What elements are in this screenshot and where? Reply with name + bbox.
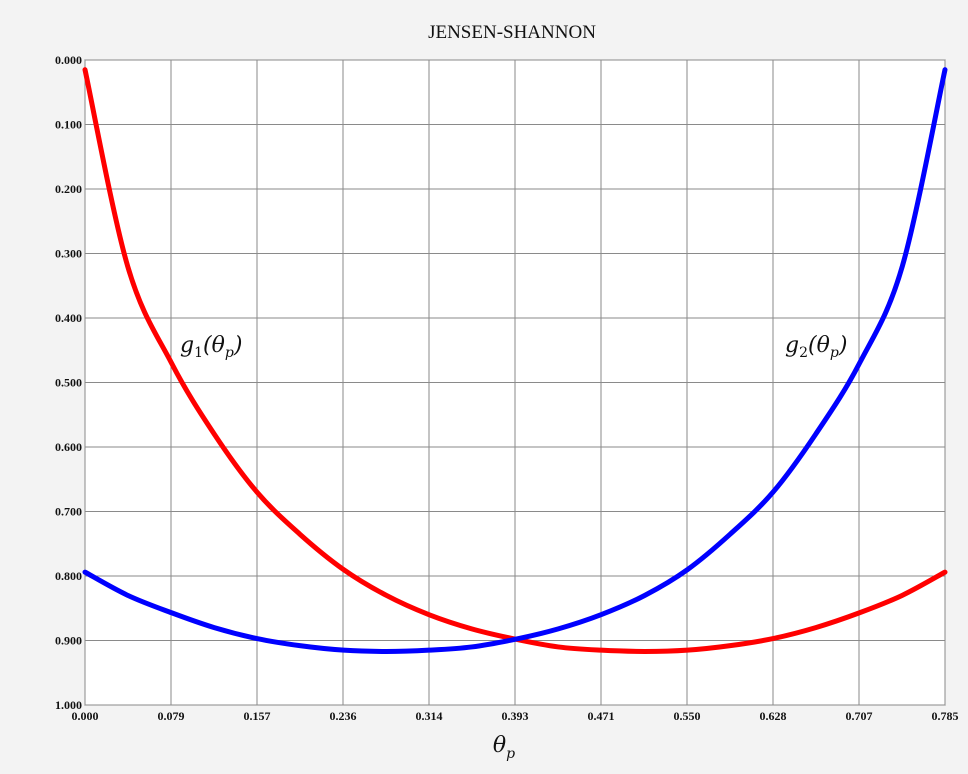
y-tick-label: 1.000 (55, 698, 82, 712)
series-group (82, 67, 948, 654)
x-tick-label: 0.471 (588, 709, 615, 723)
x-tick-label: 0.628 (760, 709, 787, 723)
x-tick-label: 0.157 (244, 709, 271, 723)
y-tick-labels: 0.000 0.100 0.200 0.300 0.400 0.500 0.600 0.700… (55, 53, 82, 712)
series-line-g2 (82, 67, 948, 654)
annotation-g2: g2(θp) (785, 333, 847, 361)
x-tick-label: 0.314 (416, 709, 443, 723)
x-tick-label: 0.785 (932, 709, 959, 723)
x-tick-label: 0.393 (502, 709, 529, 723)
y-tick-label: 0.800 (55, 569, 82, 583)
y-tick-label: 0.200 (55, 182, 82, 196)
series-line-g1 (82, 67, 948, 654)
x-tick-label: 0.079 (158, 709, 185, 723)
x-tick-label: 0.707 (846, 709, 873, 723)
x-tick-labels: 0.000 0.079 0.157 0.236 0.314 0.393 0.471 0.550… (72, 709, 959, 723)
y-tick-label: 0.300 (55, 247, 82, 261)
y-tick-label: 0.100 (55, 118, 82, 132)
y-tick-label: 0.500 (55, 376, 82, 390)
annotation-g1: g1(θp) (180, 333, 242, 361)
chart-title: JENSEN-SHANNON (428, 22, 596, 43)
y-tick-label: 0.400 (55, 311, 82, 325)
x-tick-label: 0.000 (72, 709, 99, 723)
y-tick-label: 0.600 (55, 440, 82, 454)
x-tick-label: 0.236 (330, 709, 357, 723)
y-tick-label: 0.000 (55, 53, 82, 67)
x-axis-label: θp (493, 733, 515, 762)
y-tick-label: 0.900 (55, 634, 82, 648)
x-tick-label: 0.550 (674, 709, 701, 723)
y-tick-label: 0.700 (55, 505, 82, 519)
